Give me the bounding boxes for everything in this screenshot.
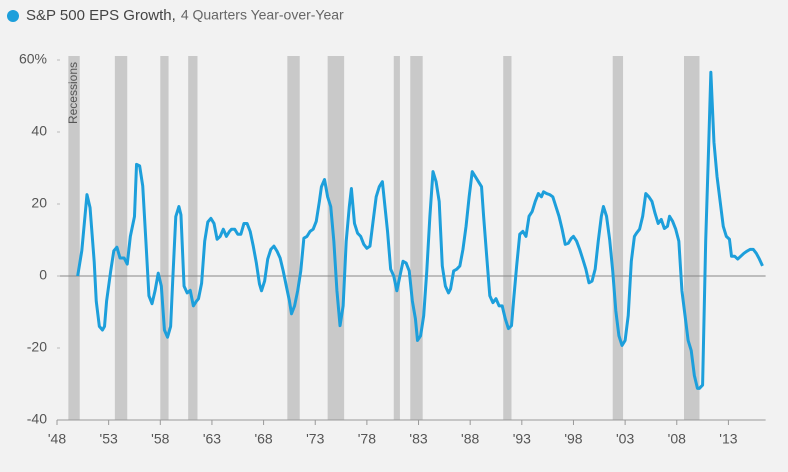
x-tick-label: '48	[48, 431, 66, 447]
y-tick-label: 20	[31, 195, 47, 211]
recession-band	[114, 56, 128, 420]
x-tick-label: '73	[306, 431, 324, 447]
title-marker	[7, 10, 19, 22]
recession-band	[188, 56, 198, 420]
x-tick-label: '58	[151, 431, 169, 447]
recessions: Recessions	[66, 56, 700, 420]
x-tick-label: '03	[616, 431, 634, 447]
x-tick-label: '13	[719, 431, 737, 447]
x-tick-label: '53	[100, 431, 118, 447]
recession-band	[410, 56, 423, 420]
eps-growth-line	[76, 70, 764, 390]
x-tick-label: '63	[203, 431, 221, 447]
recession-band	[612, 56, 624, 420]
x-tick-label: '68	[254, 431, 272, 447]
recession-band	[160, 56, 169, 420]
x-tick-label: '78	[358, 431, 376, 447]
y-tick-label: -20	[27, 339, 47, 355]
y-tick-label: 0	[39, 267, 47, 283]
x-tick-label: '83	[409, 431, 427, 447]
x-tick-label: '88	[461, 431, 479, 447]
axes: 60% 40 20 0 -20 -40'48 '53 '58 '63 '68 '73 '78 '83 '8…	[19, 51, 766, 447]
recession-label: Recessions	[66, 62, 80, 124]
x-tick-label: '93	[513, 431, 531, 447]
recession-band	[503, 56, 512, 420]
plot	[76, 70, 764, 390]
chart-subtitle: 4 Quarters Year-over-Year	[181, 7, 344, 23]
recession-band	[393, 56, 400, 420]
y-tick-label: -40	[27, 411, 47, 427]
y-tick-label: 40	[31, 123, 47, 139]
recession-band	[327, 56, 345, 420]
recession-band	[68, 56, 80, 420]
x-tick-label: '98	[564, 431, 582, 447]
x-tick-label: '08	[668, 431, 686, 447]
y-tick-label: 60%	[19, 51, 47, 67]
chart-title: S&P 500 EPS Growth,	[26, 7, 176, 24]
recession-band	[287, 56, 300, 420]
